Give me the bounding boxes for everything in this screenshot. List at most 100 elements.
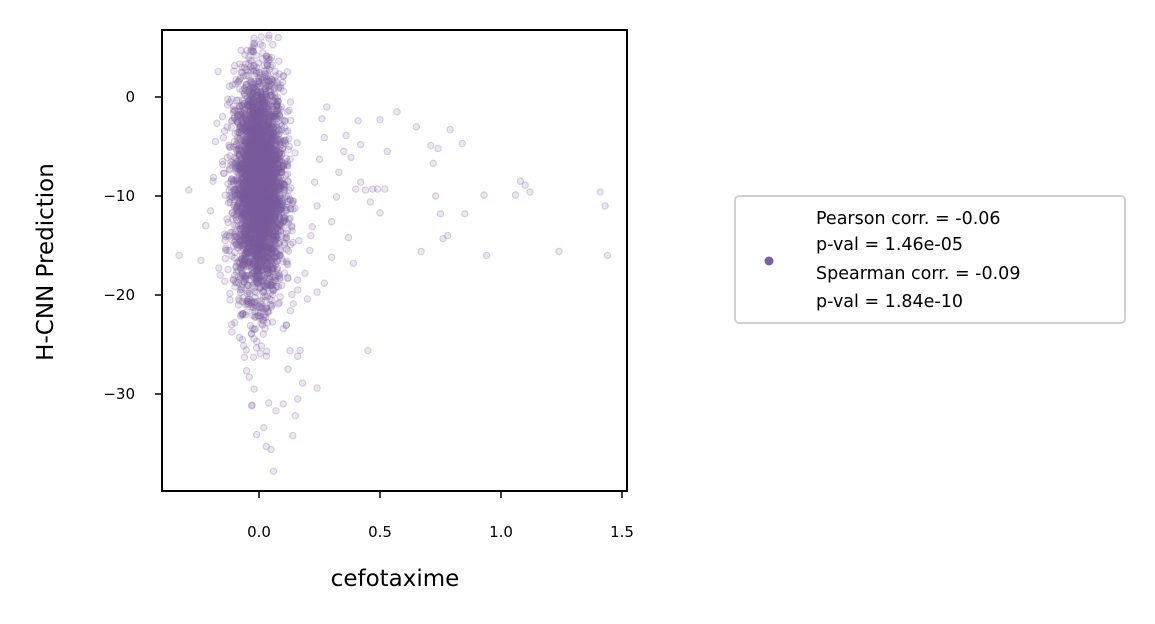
data-point-469 <box>236 122 245 131</box>
data-point-370 <box>255 115 263 124</box>
data-point-3476 <box>283 245 291 253</box>
data-point-21 <box>251 283 259 292</box>
outlier-point-44 <box>323 103 331 111</box>
data-point-670 <box>250 117 258 125</box>
outlier-point-88 <box>526 188 534 196</box>
data-point-57 <box>263 165 272 173</box>
data-point-525 <box>265 281 274 290</box>
data-point-473 <box>243 212 251 221</box>
data-point-16 <box>251 168 260 176</box>
data-point-145 <box>252 241 260 250</box>
data-point-3959 <box>240 278 248 286</box>
data-point-340 <box>260 181 269 189</box>
data-point-3942 <box>256 127 264 136</box>
data-point-563 <box>255 147 263 155</box>
data-point-542 <box>270 156 279 165</box>
data-point-314 <box>282 321 290 330</box>
data-point-304 <box>258 115 266 124</box>
data-point-224 <box>255 181 263 189</box>
data-point-588 <box>266 201 274 209</box>
data-point-3909 <box>237 116 246 124</box>
data-point-253 <box>250 259 258 268</box>
data-point-3063 <box>283 68 292 76</box>
data-point-258 <box>246 119 255 128</box>
data-point-297 <box>252 130 260 138</box>
data-point-659 <box>253 337 261 346</box>
data-point-219 <box>230 221 239 229</box>
data-point-4 <box>260 166 268 174</box>
data-point-39 <box>272 224 281 232</box>
data-point-280 <box>259 135 267 144</box>
data-point-213 <box>254 135 263 143</box>
data-point-3994 <box>261 138 270 146</box>
data-point-278 <box>256 249 264 258</box>
data-point-580 <box>270 194 279 203</box>
outlier-point-25 <box>289 431 297 440</box>
data-point-176 <box>256 148 265 156</box>
data-point-194 <box>265 56 273 65</box>
data-point-617 <box>253 152 262 160</box>
data-point-306 <box>259 276 267 285</box>
data-point-168 <box>252 212 261 220</box>
data-point-216 <box>260 176 269 185</box>
data-point-507 <box>257 177 265 185</box>
data-point-354 <box>266 217 274 226</box>
outlier-point-30 <box>284 365 292 373</box>
data-point-667 <box>241 172 249 180</box>
data-point-347 <box>247 211 255 219</box>
data-point-292 <box>253 103 261 112</box>
data-point-3880 <box>238 173 246 181</box>
data-point-412 <box>245 148 254 157</box>
data-point-8 <box>245 258 254 266</box>
data-point-576 <box>261 244 270 253</box>
data-point-550 <box>258 199 267 207</box>
data-point-2753 <box>242 80 251 89</box>
y-tick-label-0: 0 <box>125 88 135 106</box>
data-point-627 <box>260 109 268 118</box>
data-point-227 <box>253 135 261 143</box>
data-point-299 <box>266 262 275 270</box>
data-point-68 <box>276 164 285 173</box>
data-point-208 <box>244 173 252 181</box>
data-point-202 <box>245 208 253 216</box>
data-point-529 <box>247 133 255 141</box>
data-point-597 <box>238 119 247 128</box>
data-point-223 <box>288 197 297 205</box>
data-point-294 <box>253 245 261 253</box>
data-point-683 <box>220 169 228 178</box>
data-point-472 <box>273 224 282 233</box>
data-point-637 <box>250 114 258 123</box>
data-point-3988 <box>272 221 280 230</box>
data-point-389 <box>255 157 263 165</box>
data-point-2789 <box>246 321 255 330</box>
data-point-560 <box>271 163 279 171</box>
data-point-512 <box>263 180 271 188</box>
data-point-3347 <box>221 246 230 254</box>
data-point-3999 <box>241 196 250 204</box>
data-point-69 <box>245 139 254 147</box>
data-point-103 <box>241 222 249 230</box>
data-point-77 <box>253 111 262 120</box>
data-point-3290 <box>307 231 315 240</box>
data-point-381 <box>253 174 261 183</box>
data-point-510 <box>271 212 279 220</box>
data-point-534 <box>262 124 271 132</box>
data-point-615 <box>251 185 259 193</box>
data-point-3709 <box>254 297 262 305</box>
data-point-120 <box>258 186 267 194</box>
outlier-point-18 <box>252 430 261 439</box>
outlier-point-28 <box>298 379 307 387</box>
data-point-207 <box>236 225 245 233</box>
data-point-3022 <box>291 149 299 157</box>
data-point-322 <box>258 76 266 84</box>
data-point-332 <box>237 247 245 255</box>
data-point-568 <box>252 155 260 163</box>
data-point-20 <box>269 279 277 287</box>
data-point-134 <box>264 241 272 249</box>
data-point-349 <box>270 177 278 185</box>
data-point-3882 <box>233 185 241 194</box>
data-point-113 <box>278 194 286 203</box>
data-point-572 <box>253 171 262 180</box>
data-point-485 <box>256 104 265 112</box>
data-point-333 <box>268 197 276 205</box>
